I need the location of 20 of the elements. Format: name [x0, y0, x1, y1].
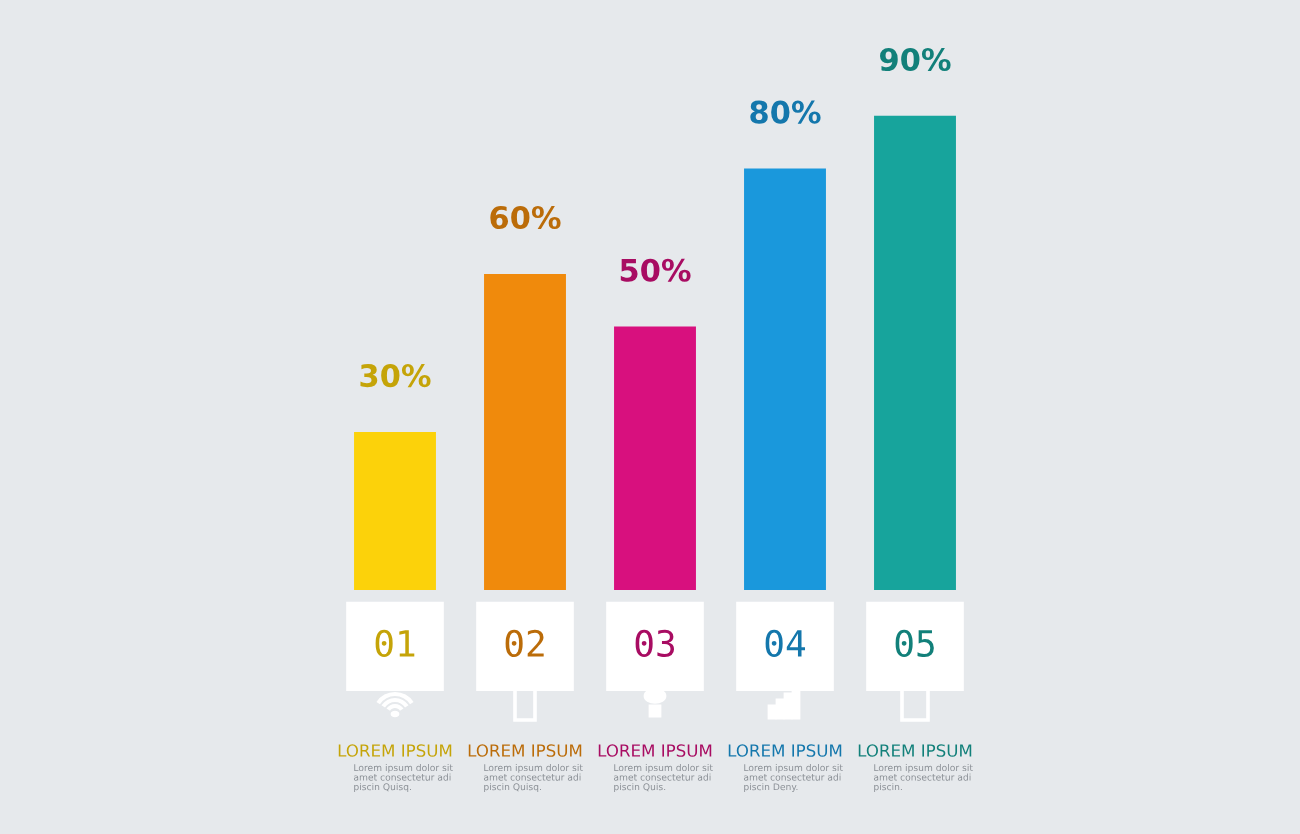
bar	[354, 431, 436, 590]
bar	[484, 273, 566, 590]
x-tick-label: 05	[895, 629, 934, 658]
x-tick-label: 02	[505, 629, 544, 658]
text: LOREM IPSUM	[468, 744, 582, 757]
text: LOREM IPSUM	[728, 744, 842, 757]
x-tick-label: 01	[375, 629, 415, 658]
data-label: 50%	[620, 258, 691, 282]
x-tick-label: 04	[765, 629, 806, 658]
bar	[874, 115, 956, 590]
data-label: 80%	[750, 100, 821, 124]
text: LOREM IPSUM	[598, 744, 712, 757]
data-label: 90%	[880, 47, 951, 72]
bar	[614, 326, 696, 590]
text: LOREM IPSUM	[858, 744, 972, 757]
bar	[744, 168, 826, 590]
data-label: 30%	[360, 364, 431, 388]
text: LOREM IPSUM	[338, 744, 452, 757]
x-tick-label: 03	[635, 629, 675, 658]
data-label: 60%	[490, 205, 561, 230]
